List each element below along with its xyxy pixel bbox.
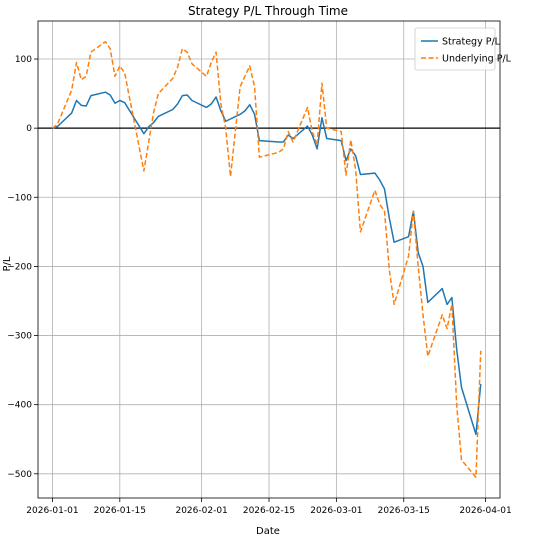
y-tick-label: −400 — [7, 401, 32, 411]
y-tick-label: 100 — [15, 55, 32, 65]
x-tick-label: 2026-02-15 — [243, 506, 295, 516]
y-axis-label: P/L — [2, 256, 13, 271]
y-tick-label: −300 — [7, 332, 32, 342]
chart-title: Strategy P/L Through Time — [188, 4, 348, 18]
legend-box — [414, 27, 496, 71]
x-tick-label: 2026-04-01 — [459, 506, 511, 516]
x-tick-label: 2026-02-01 — [175, 506, 227, 516]
grid-lines — [38, 21, 500, 498]
y-tick-label: −100 — [7, 193, 32, 203]
series-layer — [52, 40, 482, 479]
x-tick-label: 2026-03-01 — [310, 506, 362, 516]
y-tick-label: −500 — [7, 470, 32, 480]
y-tick-label: −200 — [7, 262, 32, 272]
legend-label: Underlying P/L — [442, 54, 512, 65]
axis-ticks: 2026-01-01 2026-01-15 2026-02-01 2026-02-15… — [7, 55, 511, 516]
series-line-0 — [52, 91, 482, 436]
legend-label: Strategy P/L — [442, 37, 501, 48]
x-tick-label: 2026-03-15 — [378, 506, 430, 516]
y-tick-label: 0 — [26, 124, 32, 134]
x-tick-label: 2026-01-15 — [94, 506, 146, 516]
series-line-1 — [52, 40, 482, 479]
legend: Strategy P/L Underlying P/L — [414, 27, 512, 71]
x-tick-label: 2026-01-01 — [26, 506, 78, 516]
x-axis-label: Date — [256, 526, 280, 537]
